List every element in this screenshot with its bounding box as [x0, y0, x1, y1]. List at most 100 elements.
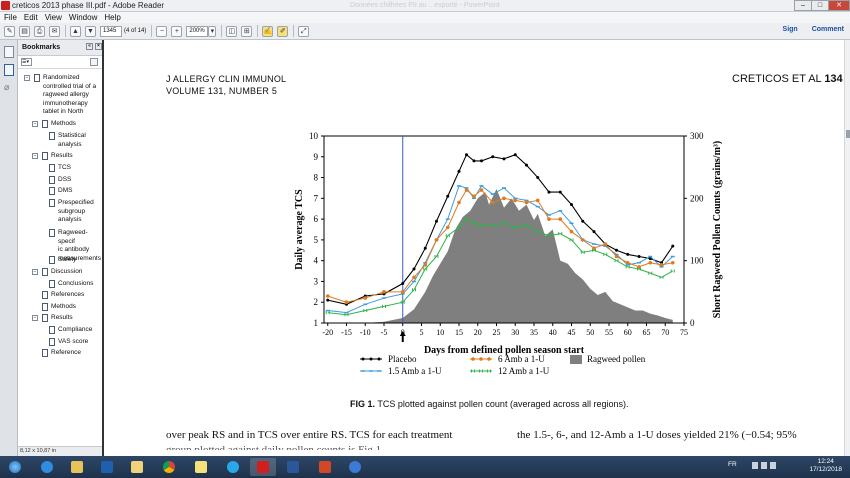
minimize-button[interactable]: – [794, 0, 812, 11]
bookmark-item[interactable]: Conclusions [58, 280, 93, 289]
start-button[interactable] [2, 458, 28, 476]
bookmark-item[interactable]: DMS [58, 187, 72, 196]
high-dose-point [502, 221, 506, 225]
bookmark-item[interactable]: Results [51, 152, 73, 161]
bookmark-page-icon [49, 164, 55, 172]
bookmarks-icon[interactable] [4, 64, 14, 76]
tray-up-icon[interactable] [752, 462, 758, 469]
y-tick-label: 6 [314, 214, 319, 224]
powerpoint-icon[interactable] [312, 458, 338, 476]
close-button[interactable]: ✕ [828, 0, 850, 11]
bookmark-item[interactable]: References [51, 291, 84, 300]
bookmark-item[interactable]: Statistical analysis [58, 132, 86, 149]
read-mode-icon[interactable]: ⤢ [298, 25, 310, 37]
toolbar-separator [221, 25, 223, 37]
attachment-icon[interactable]: ⌀ [4, 82, 10, 92]
page-thumbnails-icon[interactable] [4, 46, 14, 58]
highlight-icon[interactable]: ✐ [277, 25, 289, 37]
document-page[interactable]: J ALLERGY CLIN IMMUNOL VOLUME 131, NUMBE… [104, 40, 844, 456]
bookmark-item[interactable]: Safety [58, 256, 76, 265]
vertical-scrollbar[interactable] [844, 40, 850, 456]
legend-label: Placebo [388, 354, 417, 364]
zoom-dropdown-icon[interactable]: ▾ [208, 25, 217, 37]
acrobat-taskbar-icon[interactable] [250, 458, 276, 476]
x-tick-label: 45 [568, 328, 576, 337]
word-icon[interactable] [280, 458, 306, 476]
language-indicator[interactable]: FR [728, 461, 737, 468]
x-tick-label: 30 [511, 328, 519, 337]
bookmark-expand-toggle[interactable]: − [32, 121, 38, 127]
comment-icon[interactable]: ✍ [262, 25, 274, 37]
zoom-in-icon[interactable]: + [171, 25, 183, 37]
collapse-panel-icon[interactable]: « [86, 43, 93, 50]
bookmark-item[interactable]: Methods [51, 120, 76, 129]
season-start-arrow [399, 331, 406, 342]
bookmark-item[interactable]: Discussion [51, 268, 82, 277]
bookmark-item[interactable]: Randomized controlled trial of a ragweed… [43, 74, 96, 117]
bookmark-item[interactable]: VAS score [58, 338, 88, 347]
pollen-area [327, 188, 673, 323]
zoom-input[interactable]: 200% [186, 25, 209, 37]
folder-icon[interactable] [124, 458, 150, 476]
maximize-button[interactable]: □ [811, 0, 829, 11]
bookmark-item[interactable]: TCS [58, 164, 71, 173]
bookmark-expand-toggle[interactable]: − [32, 269, 38, 275]
zoom-out-icon[interactable]: − [156, 25, 168, 37]
fit-width-icon[interactable]: ⊞ [241, 25, 253, 37]
bookmark-item[interactable]: DSS [58, 176, 71, 185]
bookmark-item[interactable]: Reference [51, 349, 81, 358]
bookmark-item[interactable]: Prespecified subgroup analysis [58, 199, 94, 225]
mid-dose-point [659, 263, 664, 267]
bookmark-item[interactable]: Methods [51, 303, 76, 312]
comment-button[interactable]: Comment [811, 26, 844, 33]
print-icon[interactable]: ⎙ [34, 25, 45, 37]
sign-button[interactable]: Sign [782, 26, 798, 33]
bookmark-expand-toggle[interactable]: − [32, 153, 38, 159]
series-line [327, 153, 674, 305]
menu-window[interactable]: Window [68, 13, 98, 22]
bookmark-item[interactable]: Results [51, 314, 73, 323]
menu-view[interactable]: View [44, 13, 62, 22]
previous-page-icon[interactable]: ▲ [70, 25, 81, 37]
expand-bookmark-icon[interactable] [90, 58, 98, 66]
chrome-icon[interactable] [156, 458, 182, 476]
fit-page-icon[interactable]: ◫ [226, 25, 238, 37]
options-icon[interactable]: ☰▾ [21, 58, 32, 66]
mid-dose-point [580, 238, 585, 242]
next-page-icon[interactable]: ▼ [85, 25, 96, 37]
high-dose-point [464, 217, 469, 221]
menu-bar: File Edit View Window Help [0, 12, 850, 23]
ie-icon[interactable] [34, 458, 60, 476]
open-icon[interactable]: ▤ [19, 25, 30, 37]
bookmark-expand-toggle[interactable]: − [24, 75, 30, 81]
skype-icon[interactable] [220, 458, 246, 476]
menu-edit[interactable]: Edit [23, 13, 38, 22]
window-title: creticos 2013 phase III.pdf - Adobe Read… [12, 1, 165, 10]
create-icon[interactable]: ✎ [4, 25, 15, 37]
email-icon[interactable]: ✉ [49, 25, 60, 37]
high-dose-point [558, 232, 563, 236]
explorer-icon[interactable] [64, 458, 90, 476]
firefox-icon[interactable] [342, 458, 368, 476]
placebo-point [637, 255, 641, 259]
outlook-icon[interactable] [94, 458, 120, 476]
y-tick-label: 8 [314, 173, 319, 183]
page-number-input[interactable]: 1345 [100, 25, 122, 37]
menu-file[interactable]: File [4, 13, 17, 22]
bookmark-item[interactable]: Ragweed-specif ic antibody measurements [58, 229, 102, 263]
high-dose-point [382, 304, 386, 308]
close-panel-icon[interactable]: × [95, 43, 102, 50]
bookmark-page-icon [42, 268, 48, 276]
figure-1-chart: -20 -15 -10 -5 0 5 10 15 20 25 30 35 40 45 50 55 60 65 70 7… [294, 131, 723, 376]
scroll-thumb[interactable] [846, 130, 850, 138]
menu-help[interactable]: Help [104, 13, 121, 22]
clock-date: 17/12/2018 [809, 466, 842, 473]
bookmark-expand-toggle[interactable]: − [32, 315, 38, 321]
notes-icon[interactable] [188, 458, 214, 476]
bookmark-item[interactable]: Compliance [58, 326, 92, 335]
network-icon[interactable] [761, 462, 767, 469]
y2-tick-label: 0 [690, 318, 695, 328]
high-dose-point [513, 225, 518, 229]
volume-icon[interactable] [770, 462, 776, 469]
clock[interactable]: 12:24 17/12/2018 [809, 458, 842, 474]
